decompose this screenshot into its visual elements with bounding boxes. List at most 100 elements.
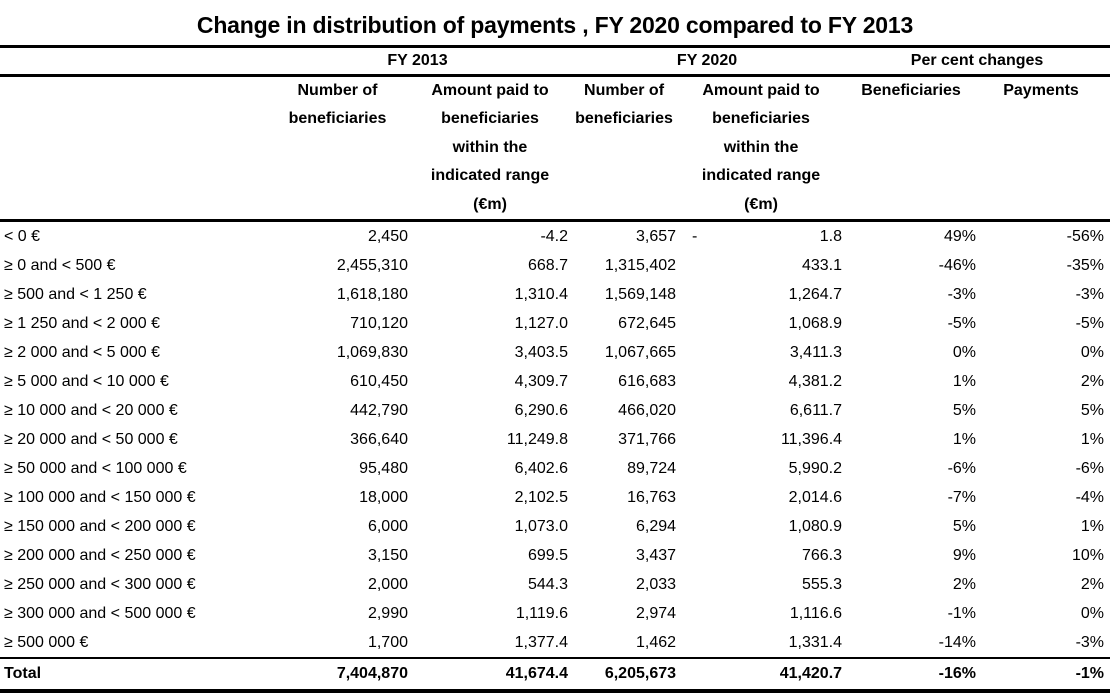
fy2020-beneficiaries-cell-value: 16,763 xyxy=(627,488,677,506)
pct-payments-cell: -6% xyxy=(978,454,1110,483)
range-label-cell: ≥ 2 000 and < 5 000 € xyxy=(0,338,265,367)
pct-beneficiaries-cell: -6% xyxy=(844,454,978,483)
table-row: ≥ 150 000 and < 200 000 € 6,000 1,073.0 6,2… xyxy=(0,512,1110,541)
fy2013-amount-cell: 1,119.6 xyxy=(410,599,570,628)
fy2013-amount-cell: 11,249.8 xyxy=(410,425,570,454)
fy2013-amount-cell-value: 3,403.5 xyxy=(514,343,569,361)
pct-beneficiaries-cell-value: 1% xyxy=(952,372,977,390)
fy2013-beneficiaries-cell: 1,069,830 xyxy=(265,338,410,367)
range-label-cell: ≥ 150 000 and < 200 000 € xyxy=(0,512,265,541)
fy2013-beneficiaries-cell-value: 6,000 xyxy=(367,517,408,535)
fy2013-amount-cell: 1,127.0 xyxy=(410,309,570,338)
pct-payments-cell-value: 10% xyxy=(1072,546,1105,564)
fy2013-amount-cell: -4.2 xyxy=(410,221,570,252)
range-label-cell-value: ≥ 0 and < 500 € xyxy=(4,256,116,274)
fy2013-beneficiaries-cell: 2,450 xyxy=(265,221,410,252)
range-label-cell-value: < 0 € xyxy=(4,227,41,245)
fy2020-amount-cell: 4,381.2 xyxy=(678,367,844,396)
fy2020-beneficiaries-cell-value: 1,315,402 xyxy=(604,256,677,274)
fy2020-beneficiaries-cell-value: 616,683 xyxy=(618,372,677,390)
pct-payments-cell-value: -56% xyxy=(1066,227,1105,245)
pct-payments-cell: -3% xyxy=(978,280,1110,309)
fy2020-amount-cell: 41,420.7 xyxy=(678,657,845,692)
pct-payments-cell: -4% xyxy=(978,483,1110,512)
fy2020-amount-cell: 433.1 xyxy=(678,251,844,280)
fy2013-beneficiaries-cell: 7,404,870 xyxy=(265,657,410,692)
range-label-cell-value: ≥ 10 000 and < 20 000 € xyxy=(4,401,178,419)
range-label-cell: ≥ 50 000 and < 100 000 € xyxy=(0,454,265,483)
range-label-cell: ≥ 5 000 and < 10 000 € xyxy=(0,367,265,396)
fy2013-amount-cell-value: 6,290.6 xyxy=(514,401,569,419)
fy2020-beneficiaries-cell: 3,437 xyxy=(570,541,678,570)
accounting-minus-sign: - xyxy=(692,227,698,245)
column-header-fy2013-amount: Amount paid to beneficiaries within the … xyxy=(410,75,571,223)
pct-beneficiaries-cell-value: 0% xyxy=(952,343,977,361)
fy2020-amount-cell-value: 1.8 xyxy=(819,227,843,245)
pct-beneficiaries-cell: 49% xyxy=(844,221,978,252)
fy2020-beneficiaries-cell: 1,315,402 xyxy=(570,251,678,280)
column-header-range xyxy=(0,75,265,223)
range-label-cell-value: ≥ 150 000 and < 200 000 € xyxy=(4,517,196,535)
range-label-cell: ≥ 250 000 and < 300 000 € xyxy=(0,570,265,599)
range-label-cell: ≥ 300 000 and < 500 000 € xyxy=(0,599,265,628)
fy2020-amount-cell-value: 5,990.2 xyxy=(788,459,843,477)
total-row: Total 7,404,870 41,674.4 6,205,673 41,420.7 -… xyxy=(0,657,1111,692)
pct-payments-cell: 10% xyxy=(978,541,1110,570)
pct-beneficiaries-cell: 5% xyxy=(844,512,978,541)
fy2020-beneficiaries-cell: 371,766 xyxy=(570,425,678,454)
fy2013-amount-cell-value: 6,402.6 xyxy=(514,459,569,477)
table-row: ≥ 20 000 and < 50 000 € 366,640 11,249.8 37… xyxy=(0,425,1110,454)
pct-payments-cell: -35% xyxy=(978,251,1110,280)
pct-beneficiaries-cell-value: -16% xyxy=(938,665,977,683)
fy2013-beneficiaries-cell: 710,120 xyxy=(265,309,410,338)
range-label-cell-value: ≥ 5 000 and < 10 000 € xyxy=(4,372,169,390)
range-label-cell-value: ≥ 100 000 and < 150 000 € xyxy=(4,488,196,506)
fy2020-beneficiaries-cell: 16,763 xyxy=(570,483,678,512)
column-header-row: Number of beneficiaries Amount paid to b… xyxy=(0,75,1111,223)
fy2020-amount-cell: 555.3 xyxy=(678,570,844,599)
pct-beneficiaries-cell: -5% xyxy=(844,309,978,338)
fy2013-beneficiaries-cell-value: 366,640 xyxy=(350,430,408,448)
fy2013-amount-cell-value: 2,102.5 xyxy=(514,488,569,506)
fy2020-amount-cell: 5,990.2 xyxy=(678,454,844,483)
fy2013-amount-cell: 1,377.4 xyxy=(410,628,570,658)
pct-payments-cell-value: 5% xyxy=(1080,401,1105,419)
fy2020-beneficiaries-cell: 466,020 xyxy=(570,396,678,425)
group-header-fy2013: FY 2013 xyxy=(265,46,571,77)
fy2013-amount-cell-value: -4.2 xyxy=(540,227,569,245)
fy2013-beneficiaries-cell-value: 18,000 xyxy=(359,488,408,506)
fy2013-amount-cell: 3,403.5 xyxy=(410,338,570,367)
fy2013-amount-cell: 41,674.4 xyxy=(410,657,571,692)
fy2020-beneficiaries-cell: 89,724 xyxy=(570,454,678,483)
fy2013-beneficiaries-cell: 95,480 xyxy=(265,454,410,483)
pct-payments-cell: -56% xyxy=(978,221,1110,252)
fy2020-amount-cell: 3,411.3 xyxy=(678,338,844,367)
pct-payments-cell: 5% xyxy=(978,396,1110,425)
fy2020-amount-cell-value: 1,116.6 xyxy=(789,604,843,622)
fy2020-amount-cell-value: 766.3 xyxy=(801,546,843,564)
fy2020-amount-cell-value: 2,014.6 xyxy=(788,488,843,506)
fy2013-amount-cell: 1,073.0 xyxy=(410,512,570,541)
pct-beneficiaries-cell: 2% xyxy=(844,570,978,599)
range-label-cell: ≥ 1 250 and < 2 000 € xyxy=(0,309,265,338)
pct-beneficiaries-cell-value: 5% xyxy=(952,401,977,419)
pct-beneficiaries-cell: -1% xyxy=(844,599,978,628)
fy2020-beneficiaries-cell-value: 3,657 xyxy=(635,227,677,245)
range-label-cell: ≥ 0 and < 500 € xyxy=(0,251,265,280)
fy2013-beneficiaries-cell-value: 710,120 xyxy=(350,314,408,332)
column-header-fy2020-beneficiaries: Number of beneficiaries xyxy=(570,75,679,223)
table-row: ≥ 300 000 and < 500 000 € 2,990 1,119.6 2,9… xyxy=(0,599,1110,628)
fy2020-beneficiaries-cell-value: 1,462 xyxy=(635,633,677,651)
fy2020-beneficiaries-cell-value: 3,437 xyxy=(635,546,677,564)
range-label-cell: ≥ 500 000 € xyxy=(0,628,265,658)
table-row: ≥ 500 000 € 1,700 1,377.4 1,462 1,331.4 -14% -… xyxy=(0,628,1110,658)
fy2020-amount-cell-value: 1,068.9 xyxy=(788,314,843,332)
fy2013-beneficiaries-cell-value: 442,790 xyxy=(350,401,408,419)
fy2020-beneficiaries-cell-value: 1,067,665 xyxy=(604,343,677,361)
fy2020-beneficiaries-cell-value: 672,645 xyxy=(618,314,677,332)
fy2013-beneficiaries-cell-value: 1,618,180 xyxy=(336,285,408,303)
fy2020-amount-cell-value: 3,411.3 xyxy=(789,343,843,361)
fy2020-amount-cell: 1,068.9 xyxy=(678,309,844,338)
fy2020-beneficiaries-cell: 6,294 xyxy=(570,512,678,541)
fy2013-amount-cell-value: 41,674.4 xyxy=(505,665,569,683)
